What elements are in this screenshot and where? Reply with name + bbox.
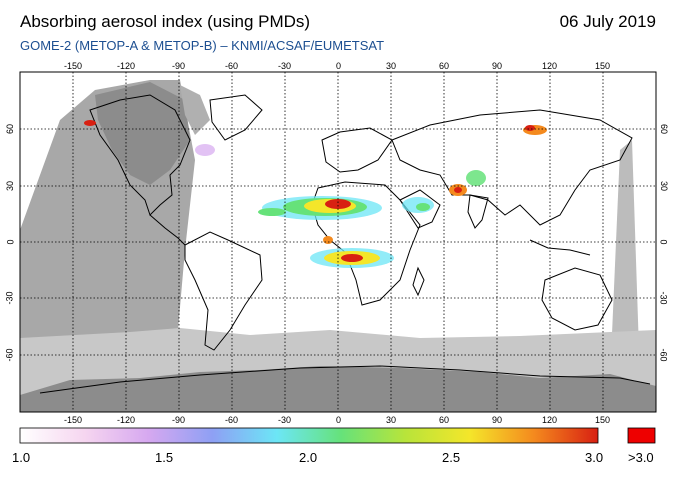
coast-africa: [311, 181, 421, 306]
colorbar: [19, 427, 599, 444]
lon-label-bottom: 150: [595, 415, 611, 425]
greenland-shade: [180, 85, 210, 135]
no-data-swath-east: [610, 140, 640, 380]
lat-label-left: -30: [4, 291, 15, 305]
colorbar-overflow-swatch: [627, 427, 656, 444]
north-america-dark: [95, 82, 190, 185]
plume-pakistan-core: [454, 187, 462, 193]
plume-siberia-core: [525, 125, 535, 131]
lon-label-bottom: -150: [64, 415, 83, 425]
lon-label-bottom: 0: [336, 415, 342, 425]
lon-label-top: -60: [225, 61, 239, 71]
colorbar-label: 2.5: [442, 450, 461, 465]
lon-label-top: -150: [64, 61, 83, 71]
colorbar-label: 1.0: [12, 450, 31, 465]
map-date: 06 July 2019: [559, 12, 656, 31]
coast-south-america: [184, 231, 263, 351]
colorbar-overflow-label: >3.0: [628, 450, 654, 465]
lat-label-left: 60: [5, 123, 16, 135]
lon-label-top: 120: [542, 61, 558, 71]
lat-label-left: 0: [5, 239, 16, 245]
lon-label-top: -120: [117, 61, 136, 71]
coast-arabia: [399, 189, 441, 229]
lat-label-right: -30: [658, 291, 669, 305]
lon-label-top: 30: [386, 61, 397, 71]
map-subtitle: GOME-2 (METOP-A & METOP-B) – KNMI/ACSAF/…: [20, 38, 385, 53]
lon-label-bottom: 60: [439, 415, 450, 425]
lon-label-top: 90: [492, 61, 503, 71]
lat-label-right: 30: [659, 180, 670, 192]
coast-north-america: [89, 94, 191, 216]
plume-india-north: [466, 170, 486, 186]
plume-sahara-core: [325, 199, 351, 209]
plume-atlantic-west: [258, 208, 286, 216]
coast-europe: [321, 127, 393, 173]
lon-label-bottom: -60: [225, 415, 239, 425]
lat-label-left: -60: [4, 348, 15, 362]
coast-central-america: [149, 214, 186, 246]
plume-congo-spot: [323, 236, 333, 244]
plume-arabia-green: [416, 203, 430, 211]
lon-label-bottom: -120: [117, 415, 136, 425]
lon-label-bottom: 30: [386, 415, 397, 425]
map-title: Absorbing aerosol index (using PMDs): [20, 12, 311, 31]
lon-label-bottom: 90: [492, 415, 503, 425]
lon-label-top: 0: [336, 61, 342, 71]
lon-label-top: -90: [172, 61, 186, 71]
lon-label-top: 60: [439, 61, 450, 71]
coast-greenland: [209, 94, 263, 141]
lon-label-bottom: -90: [172, 415, 186, 425]
colorbar-label: 2.0: [299, 450, 318, 465]
aerosol-plumes: [84, 120, 547, 268]
lat-label-right: 60: [659, 123, 670, 135]
colorbar-label: 1.5: [155, 450, 174, 465]
map-frame: [19, 71, 657, 413]
lat-label-left: 30: [5, 180, 16, 192]
lat-label-right: 0: [658, 239, 669, 245]
coast-indonesia: [529, 239, 591, 256]
coast-madagascar: [412, 266, 425, 297]
colorbar-label: 3.0: [585, 450, 604, 465]
lon-label-top: 150: [595, 61, 611, 71]
coast-india: [467, 194, 489, 229]
lon-label-top: -30: [278, 61, 292, 71]
plume-central-africa-core: [341, 254, 363, 262]
coast-australia: [541, 267, 613, 331]
coast-antarctica: [39, 365, 651, 394]
lon-label-bottom: 120: [542, 415, 558, 425]
plume-alaska: [84, 120, 96, 126]
lon-label-bottom: -30: [278, 415, 292, 425]
plume-canada-pink: [195, 144, 215, 156]
lat-label-right: -60: [658, 348, 669, 362]
